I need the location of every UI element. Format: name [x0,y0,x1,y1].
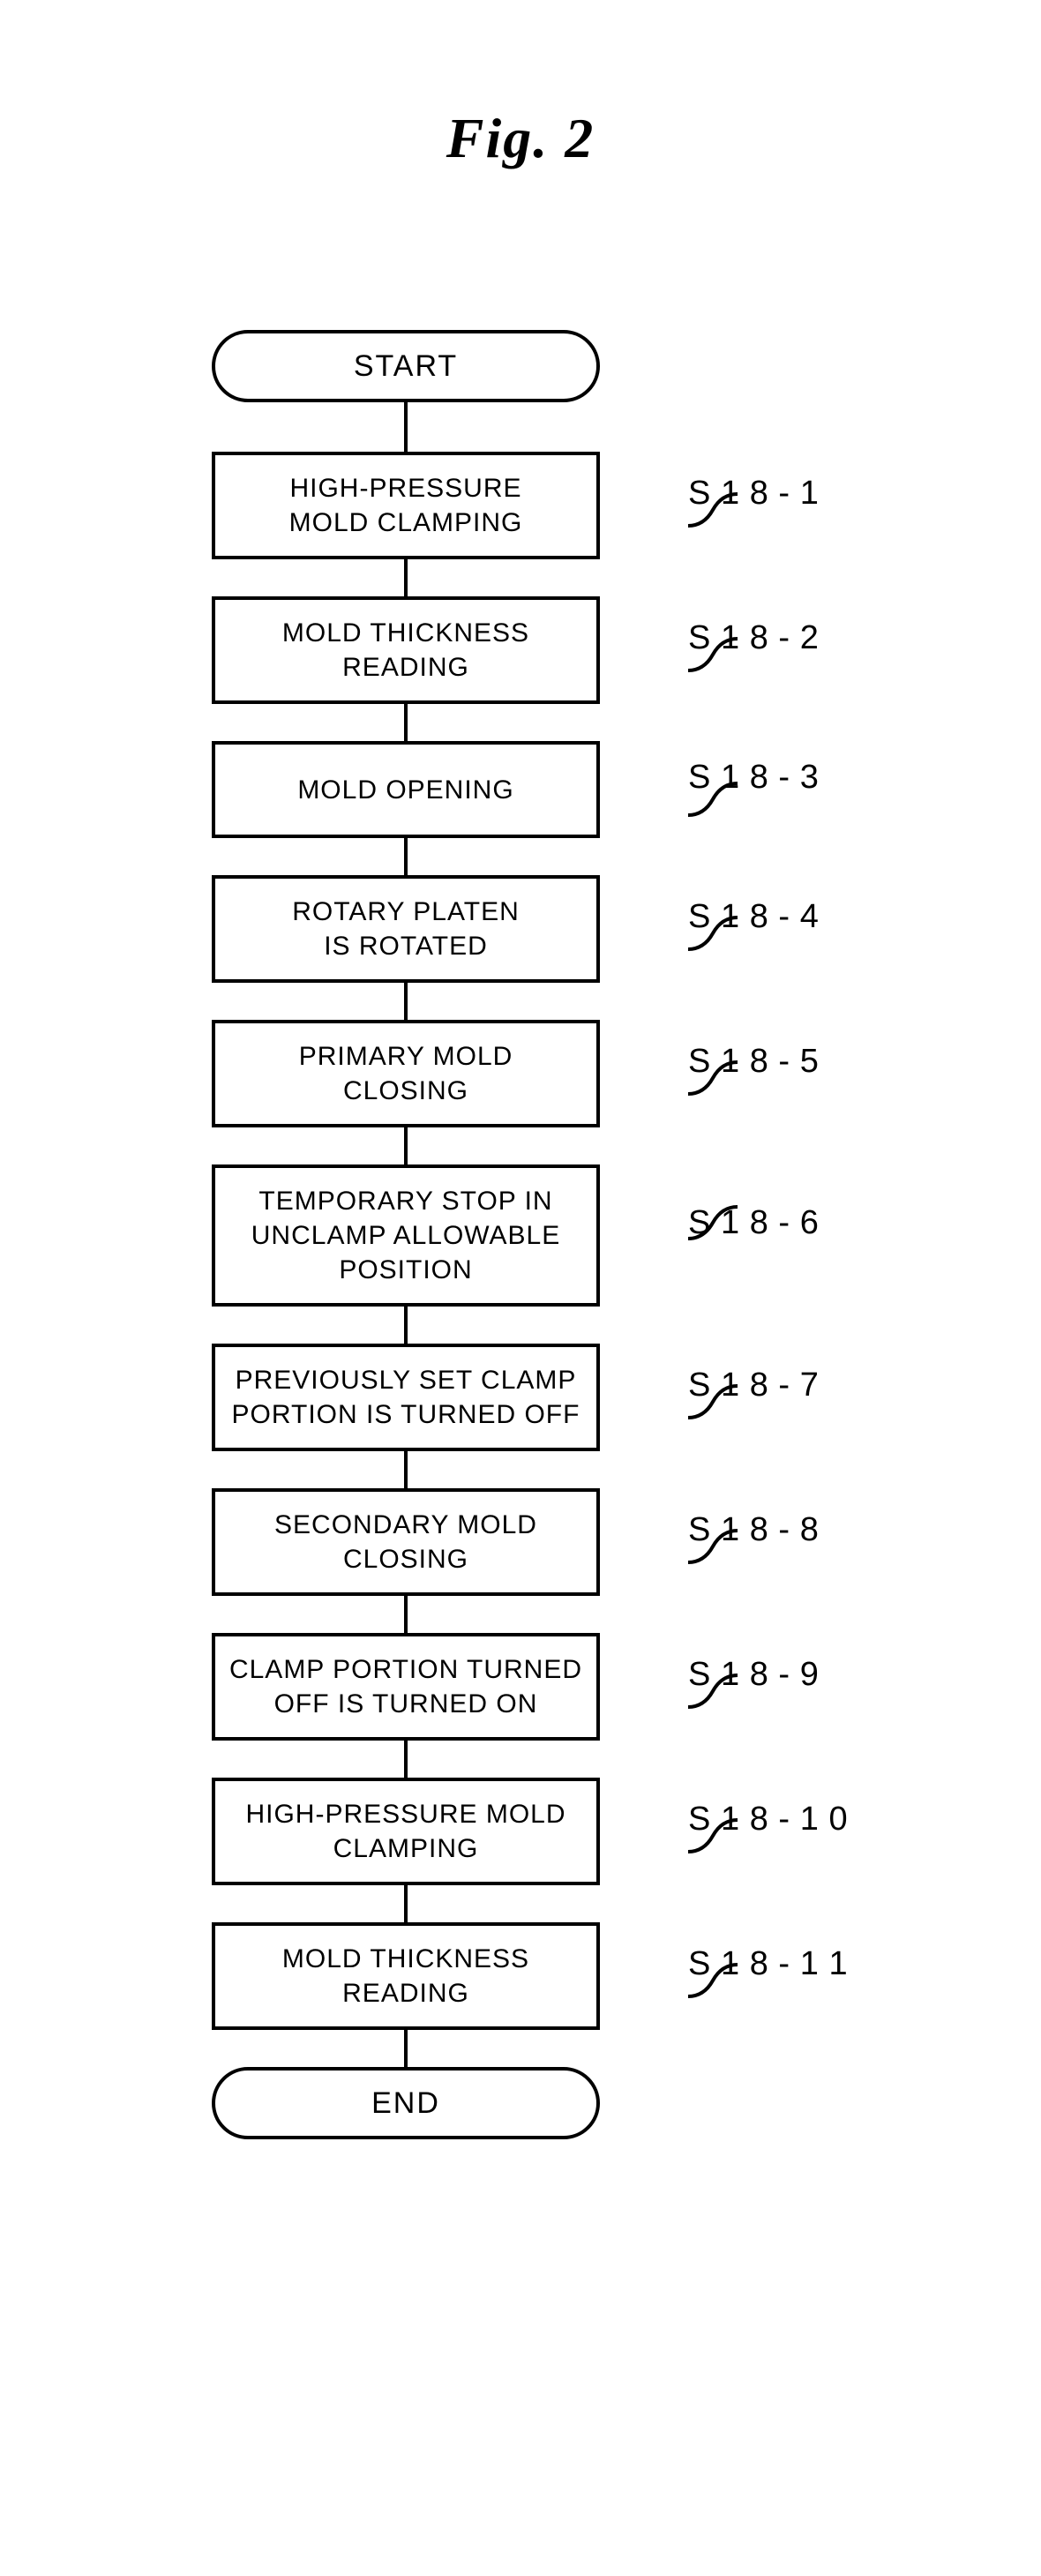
process-row: ROTARY PLATENIS ROTATED S 1 8 - 4 [212,875,917,983]
process-box: PRIMARY MOLDCLOSING [212,1020,600,1127]
connector [404,1596,408,1633]
process-box: HIGH-PRESSURE MOLDCLAMPING [212,1778,600,1885]
process-box: PREVIOUSLY SET CLAMPPORTION IS TURNED OF… [212,1344,600,1451]
process-row: PREVIOUSLY SET CLAMPPORTION IS TURNED OF… [212,1344,917,1451]
process-box: CLAMP PORTION TURNEDOFF IS TURNED ON [212,1633,600,1741]
process-row: SECONDARY MOLDCLOSING S 1 8 - 8 [212,1488,917,1596]
connector [404,704,408,741]
process-box: MOLD OPENING [212,741,600,838]
step-label: S 1 8 - 8 [688,1511,820,1549]
process-row: MOLD THICKNESSREADING S 1 8 - 1 1 [212,1922,917,2030]
connector [404,1741,408,1778]
step-label: S 1 8 - 5 [688,1043,820,1081]
connector [404,1307,408,1344]
process-box: SECONDARY MOLDCLOSING [212,1488,600,1596]
step-label: S 1 8 - 3 [688,759,820,797]
connector [404,983,408,1020]
process-box: HIGH-PRESSUREMOLD CLAMPING [212,452,600,559]
process-row: HIGH-PRESSUREMOLD CLAMPING S 1 8 - 1 [212,452,917,559]
flowchart: START HIGH-PRESSUREMOLD CLAMPING S 1 8 - … [124,330,917,2139]
connector [404,1127,408,1164]
end-row: END [212,2067,917,2139]
process-row: HIGH-PRESSURE MOLDCLAMPING S 1 8 - 1 0 [212,1778,917,1885]
process-box: MOLD THICKNESSREADING [212,1922,600,2030]
process-row: MOLD THICKNESSREADING S 1 8 - 2 [212,596,917,704]
step-label: S 1 8 - 1 [688,475,820,513]
process-row: TEMPORARY STOP INUNCLAMP ALLOWABLEPOSITI… [212,1164,917,1307]
step-label: S 1 8 - 9 [688,1656,820,1694]
connector [404,559,408,596]
step-label: S 1 8 - 2 [688,619,820,657]
process-box: MOLD THICKNESSREADING [212,596,600,704]
connector [404,2030,408,2067]
figure-container: Fig. 2 START HIGH-PRESSUREMOLD CLAMPINGS… [0,0,1041,2210]
end-terminal: END [212,2067,600,2139]
start-row: START [212,330,917,402]
connector [404,1885,408,1922]
connector [404,838,408,875]
step-label: S 1 8 - 7 [688,1367,820,1404]
step-label: S 1 8 - 1 1 [688,1945,850,1983]
process-row: PRIMARY MOLDCLOSING S 1 8 - 5 [212,1020,917,1127]
process-box: TEMPORARY STOP INUNCLAMP ALLOWABLEPOSITI… [212,1164,600,1307]
figure-title: Fig. 2 [0,106,1041,171]
start-terminal: START [212,330,600,402]
process-row: MOLD OPENING S 1 8 - 3 [212,741,917,838]
step-label: S 1 8 - 1 0 [688,1801,850,1838]
process-box: ROTARY PLATENIS ROTATED [212,875,600,983]
process-row: CLAMP PORTION TURNEDOFF IS TURNED ON S 1 … [212,1633,917,1741]
step-label: S 1 8 - 6 [688,1204,820,1242]
step-label: S 1 8 - 4 [688,898,820,936]
connector [404,1451,408,1488]
connector [404,402,408,452]
